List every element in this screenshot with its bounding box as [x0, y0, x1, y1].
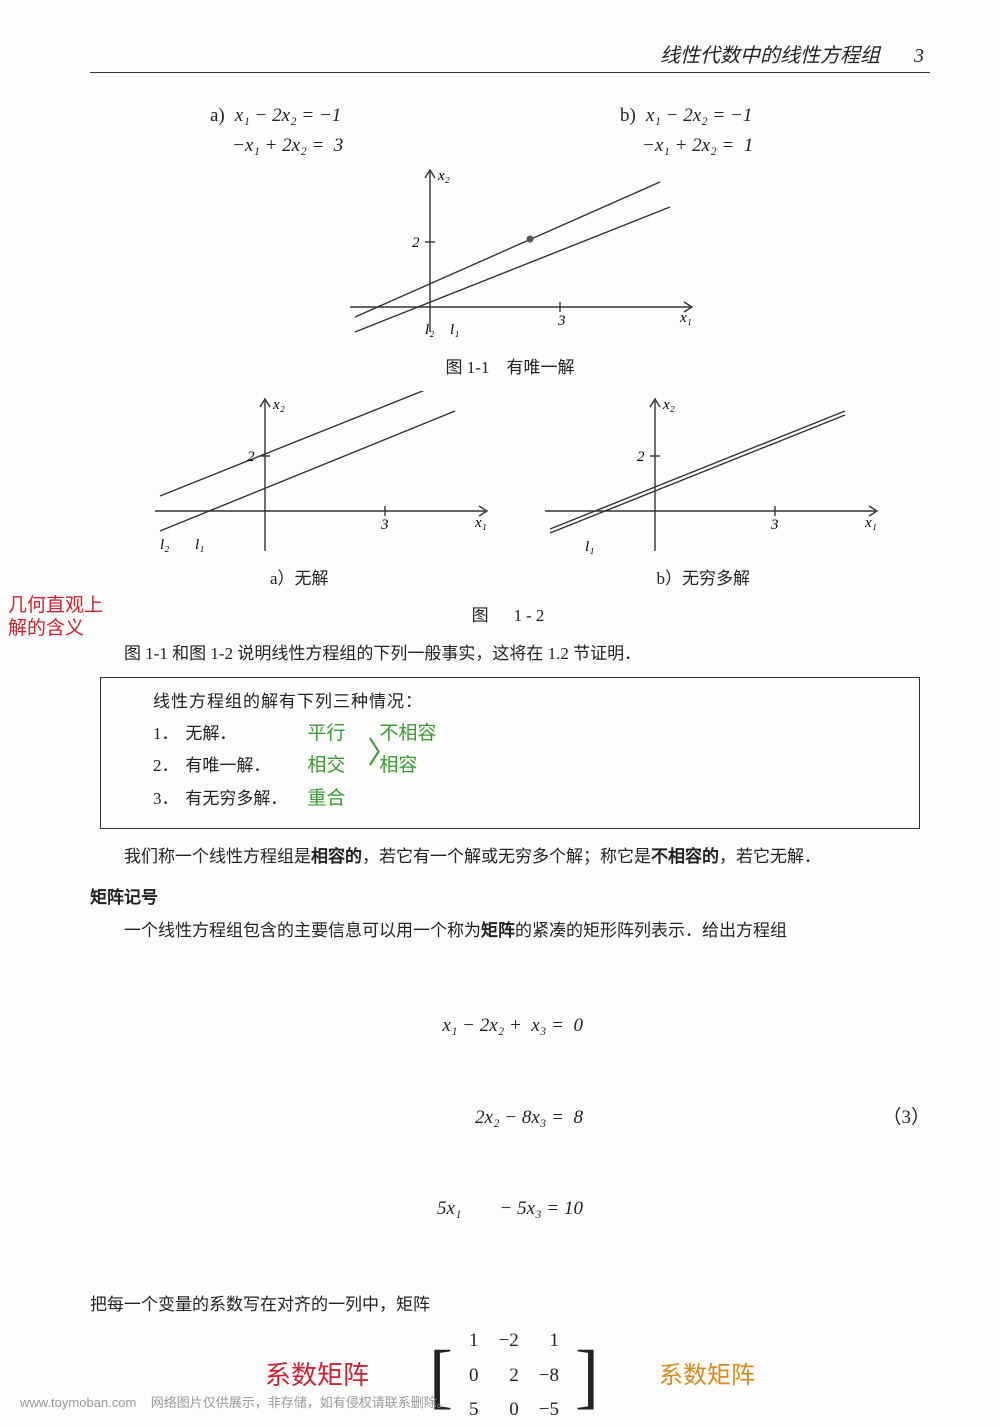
- svg-text:x₂: x₂: [662, 397, 675, 413]
- page-header: 线性代数中的线性方程组 3: [90, 40, 930, 73]
- eq3-row3: 5x₁ − 5x₃ = 10: [437, 1194, 583, 1224]
- term-incompatible: 不相容的: [651, 847, 719, 866]
- svg-text:3: 3: [380, 517, 389, 533]
- bridge-sentence: 图 1-1 和图 1-2 说明线性方程组的下列一般事实，这将在 1.2 节证明．: [90, 640, 930, 667]
- header-title: 线性代数中的线性方程组: [660, 40, 880, 72]
- coefficient-matrix: [ 1−21 02−8 50−5 ]: [429, 1324, 599, 1427]
- eq-b-line2: −x₁ + 2x₂ = 1: [642, 135, 753, 156]
- figure-1-1: 3 2 x₁ x₂ l₁ l₂: [90, 162, 930, 350]
- figure-1-2-subcaptions: a）无解 b）无穷多解: [90, 565, 930, 592]
- svg-text:l₁: l₁: [585, 539, 594, 555]
- svg-text:x₁: x₁: [864, 515, 877, 531]
- svg-text:l₂: l₂: [160, 537, 169, 553]
- eq-b-label: b): [620, 105, 636, 126]
- svg-text:x₂: x₂: [272, 397, 285, 413]
- eq-a-line1: x₁ − 2x₂ = −1: [235, 105, 342, 126]
- handnote-line2: 解的含义: [8, 618, 103, 641]
- fig2a-caption: a）无解: [270, 565, 329, 592]
- term-matrix: 矩阵: [481, 921, 515, 940]
- equation-b: b) x₁ − 2x₂ = −1 −x₁ + 2x₂ = 1: [620, 101, 820, 162]
- svg-text:2: 2: [247, 449, 255, 465]
- fig2b-svg: x₁ x₂ 3 2 l₁: [525, 391, 885, 561]
- fig2a-svg: x₁ x₂ 3 2 l₁ l₂: [135, 391, 495, 561]
- matrix-table: 1−21 02−8 50−5: [459, 1324, 569, 1427]
- svg-text:l₂: l₂: [425, 322, 434, 338]
- svg-text:x₁: x₁: [679, 310, 692, 326]
- fig1-line-l2: [355, 207, 670, 332]
- paragraph-compatible: 我们称一个线性方程组是相容的，若它有一个解或无穷多个解；称它是不相容的，若它无解…: [90, 843, 930, 870]
- paragraph-matrix-intro: 一个线性方程组包含的主要信息可以用一个称为矩阵的紧凑的矩形阵列表示．给出方程组: [90, 917, 930, 944]
- eq3-row1: x₁ − 2x₂ + x₃ = 0: [437, 1011, 583, 1041]
- svg-text:l₁: l₁: [450, 322, 459, 338]
- svg-text:2: 2: [637, 449, 645, 465]
- eq-a-line2: −x₁ + 2x₂ = 3: [232, 135, 343, 156]
- box-item-3: 3． 有无穷多解． 重合: [153, 784, 901, 814]
- svg-text:l₁: l₁: [195, 537, 204, 553]
- eq-a-label: a): [210, 105, 225, 126]
- box-list: 1． 无解． 平行 不相容 2． 有唯一解． 相交 〉 相容 3． 有无穷多解．…: [153, 719, 901, 814]
- footer-site: www.toymoban.com: [20, 1395, 136, 1410]
- handnote-coef-matrix-right: 系数矩阵: [659, 1357, 755, 1395]
- figure-1-2-caption: 图 1-2: [90, 602, 930, 629]
- fig2b-caption: b）无穷多解: [657, 565, 751, 592]
- handnote-line1: 几何直观上: [8, 595, 103, 618]
- svg-text:3: 3: [770, 517, 779, 533]
- fig1-svg: 3 2 x₁ x₂ l₁ l₂: [320, 162, 700, 342]
- svg-text:x₁: x₁: [474, 515, 487, 531]
- svg-text:3: 3: [557, 313, 566, 329]
- term-compatible: 相容的: [311, 847, 362, 866]
- fig1-line-l1: [355, 182, 660, 317]
- fig1-intersection-point: [527, 235, 534, 242]
- solution-cases-box: 线性方程组的解有下列三种情况： 1． 无解． 平行 不相容 2． 有唯一解． 相…: [100, 677, 920, 829]
- handnote-coef-matrix-left: 系数矩阵: [265, 1355, 369, 1397]
- box-item-2: 2． 有唯一解． 相交 〉 相容: [153, 751, 901, 781]
- eq-b-line1: x₁ − 2x₂ = −1: [646, 105, 753, 126]
- handnote-geometric-meaning: 几何直观上 解的含义: [8, 595, 103, 641]
- figure-1-1-caption: 图 1-1 有唯一解: [90, 354, 930, 381]
- svg-text:x₂: x₂: [437, 168, 450, 184]
- equation-system-3: x₁ − 2x₂ + x₃ = 0 2x₂ − 8x₃ = 8 5x₁ − 5x…: [90, 951, 930, 1285]
- figure-1-2: x₁ x₂ 3 2 l₁ l₂ x₁ x₂ 3 2 l₁: [90, 391, 930, 561]
- footer-note: 网络图片仅供展示，非存储，如有侵权请联系删除。: [151, 1395, 450, 1410]
- paragraph-coeff: 把每一个变量的系数写在对齐的一列中，矩阵: [90, 1291, 930, 1318]
- equation-pair-ab: a) x₁ − 2x₂ = −1 −x₁ + 2x₂ = 3 b) x₁ − 2x₂…: [90, 101, 930, 162]
- svg-text:2: 2: [412, 235, 420, 251]
- equation-tag-3: （3）: [882, 1103, 930, 1133]
- equation-a: a) x₁ − 2x₂ = −1 −x₁ + 2x₂ = 3: [210, 101, 410, 162]
- header-page-number: 3: [914, 40, 924, 72]
- eq3-row2: 2x₂ − 8x₃ = 8: [437, 1103, 583, 1133]
- box-item-1: 1． 无解． 平行 不相容: [153, 719, 901, 749]
- page-footer: www.toymoban.com 网络图片仅供展示，非存储，如有侵权请联系删除。: [20, 1393, 450, 1414]
- box-heading: 线性方程组的解有下列三种情况：: [119, 688, 901, 715]
- section-matrix-notation: 矩阵记号: [90, 884, 930, 911]
